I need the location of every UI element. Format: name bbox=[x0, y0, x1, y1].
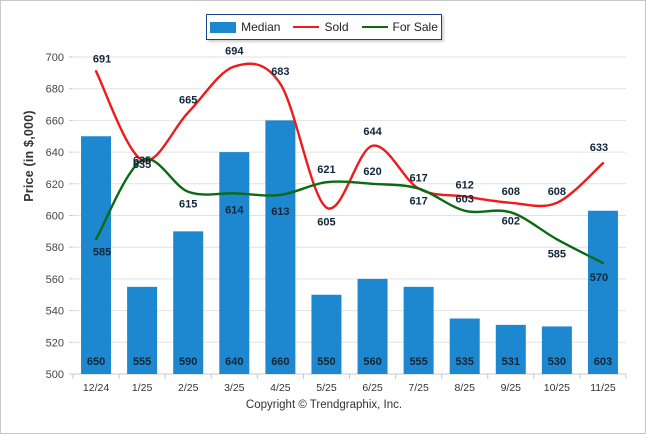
point-value-label-sold: 633 bbox=[590, 142, 608, 154]
point-value-label-for-sale: 613 bbox=[271, 206, 289, 218]
bars-group bbox=[81, 120, 618, 375]
bar-value-label: 555 bbox=[409, 356, 427, 368]
y-tick-label: 540 bbox=[46, 306, 64, 318]
point-value-label-for-sale: 621 bbox=[317, 164, 335, 176]
point-value-label-for-sale: 635 bbox=[133, 159, 151, 171]
point-value-label-for-sale: 617 bbox=[409, 196, 427, 208]
bar-median[interactable] bbox=[265, 120, 296, 375]
point-value-label-for-sale: 585 bbox=[93, 246, 111, 258]
y-tick-labels: 500 520 540 560 580 600 620 640 660 680 700 bbox=[46, 52, 64, 381]
point-value-label-for-sale: 585 bbox=[548, 248, 566, 260]
point-value-label-sold: 644 bbox=[363, 126, 382, 138]
point-value-label-sold: 694 bbox=[225, 46, 244, 58]
point-value-label-sold: 612 bbox=[456, 179, 474, 191]
bar-value-label: 590 bbox=[179, 356, 197, 368]
bar-value-label: 535 bbox=[456, 356, 474, 368]
point-value-label-for-sale: 603 bbox=[456, 194, 474, 206]
bar-swatch-icon bbox=[210, 21, 237, 33]
bar-value-label: 550 bbox=[317, 356, 335, 368]
point-value-label-for-sale: 620 bbox=[363, 166, 381, 178]
point-value-label-for-sale: 614 bbox=[225, 204, 244, 216]
x-tick-label: 8/25 bbox=[454, 382, 475, 394]
bar-value-label: 640 bbox=[225, 356, 243, 368]
line-series-sold[interactable] bbox=[94, 62, 605, 210]
legend-label-sold: Sold bbox=[324, 20, 349, 34]
y-tick-label: 680 bbox=[46, 84, 64, 96]
copyright-notice: Copyright © Trendgraphix, Inc. bbox=[245, 399, 403, 411]
bar-value-label: 660 bbox=[271, 356, 289, 368]
bar-value-label: 531 bbox=[502, 356, 520, 368]
point-value-label-for-sale: 615 bbox=[179, 199, 197, 211]
x-tick-label: 4/25 bbox=[270, 382, 291, 394]
chart-legend: Median Sold For Sale bbox=[206, 14, 442, 40]
y-tick-label: 600 bbox=[46, 211, 64, 223]
y-tick-label: 580 bbox=[46, 242, 64, 254]
bar-median[interactable] bbox=[81, 136, 112, 374]
bar-median[interactable] bbox=[541, 326, 572, 374]
y-tick-label: 660 bbox=[46, 115, 64, 127]
x-tick-label: 12/24 bbox=[83, 382, 109, 394]
point-value-label-sold: 683 bbox=[271, 66, 289, 78]
x-tick-label: 10/25 bbox=[544, 382, 570, 394]
y-tick-label: 620 bbox=[46, 179, 64, 191]
bar-median[interactable] bbox=[311, 294, 342, 374]
x-tick-label: 6/25 bbox=[362, 382, 383, 394]
bar-median[interactable] bbox=[403, 286, 434, 374]
x-tick-label: 5/25 bbox=[316, 382, 337, 394]
point-value-label-sold: 608 bbox=[548, 186, 566, 198]
bar-median[interactable] bbox=[587, 210, 618, 374]
line-series-for-sale[interactable] bbox=[94, 157, 605, 265]
legend-item-median[interactable]: Median bbox=[210, 20, 280, 34]
bar-value-label: 603 bbox=[594, 356, 612, 368]
x-tick-labels: 12/24 1/25 2/25 3/25 4/25 5/25 6/25 7/25 8/25 9/2… bbox=[72, 374, 627, 394]
bar-median[interactable] bbox=[127, 286, 158, 374]
x-tick-label: 1/25 bbox=[132, 382, 153, 394]
x-tick-label: 3/25 bbox=[224, 382, 245, 394]
bar-value-label: 530 bbox=[548, 356, 566, 368]
bar-value-label: 560 bbox=[363, 356, 381, 368]
bar-value-label: 650 bbox=[87, 356, 105, 368]
point-value-label-sold: 635 bbox=[133, 155, 151, 167]
line-swatch-icon-sold bbox=[293, 26, 320, 28]
line-series-group bbox=[94, 62, 605, 265]
point-value-label-sold: 617 bbox=[409, 173, 427, 185]
x-tick-label: 2/25 bbox=[178, 382, 199, 394]
bar-median[interactable] bbox=[357, 278, 388, 374]
legend-item-for-sale[interactable]: For Sale bbox=[361, 20, 438, 34]
bar-median[interactable] bbox=[495, 324, 526, 374]
y-tick-label: 520 bbox=[46, 337, 64, 349]
point-value-label-sold: 691 bbox=[93, 53, 111, 65]
y-tick-label: 700 bbox=[46, 52, 64, 64]
bar-median[interactable] bbox=[219, 152, 250, 374]
point-value-label-sold: 608 bbox=[502, 186, 520, 198]
y-tick-label: 560 bbox=[46, 274, 64, 286]
bar-median[interactable] bbox=[173, 231, 204, 374]
point-value-label-sold: 665 bbox=[179, 94, 197, 106]
line-swatch-icon-for-sale bbox=[361, 26, 388, 28]
bar-median[interactable] bbox=[449, 318, 480, 374]
point-value-label-for-sale: 570 bbox=[590, 272, 608, 284]
y-tick-label: 640 bbox=[46, 147, 64, 159]
x-tick-label: 7/25 bbox=[408, 382, 429, 394]
bar-value-labels: 650 555 590 640 660 550 560 555 535 531 530 603 bbox=[87, 356, 612, 368]
x-tick-label: 9/25 bbox=[501, 382, 522, 394]
bar-value-label: 555 bbox=[133, 356, 151, 368]
legend-label-median: Median bbox=[241, 20, 281, 34]
y-tick-label: 500 bbox=[46, 369, 64, 381]
point-value-labels: 691 635 665 694 683 605 644 617 612 608 608 633 585 6… bbox=[93, 46, 608, 285]
x-tick-label: 11/25 bbox=[590, 382, 616, 394]
legend-item-sold[interactable]: Sold bbox=[293, 20, 349, 34]
legend-label-for-sale: For Sale bbox=[392, 20, 438, 34]
point-value-label-for-sale: 602 bbox=[502, 215, 520, 227]
point-value-label-sold: 605 bbox=[317, 217, 335, 229]
